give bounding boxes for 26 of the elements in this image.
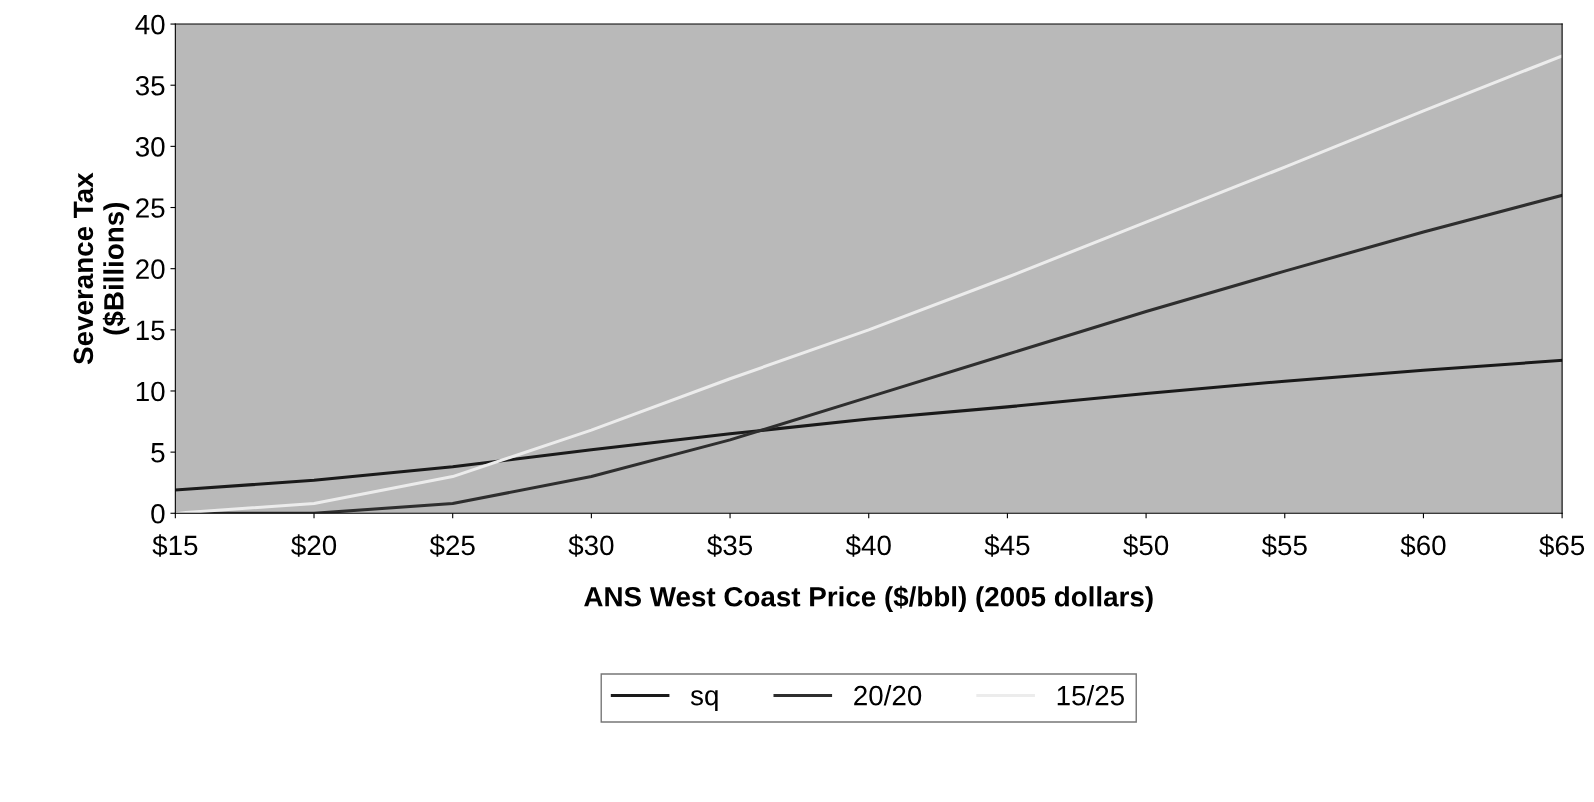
y-axis-title: Severance Tax ($Billions) [73,172,130,365]
x-tick-label: $45 [984,534,1030,557]
legend-label: 15/25 [1057,685,1124,706]
legend-label: 20/20 [854,685,922,706]
x-tick-label: $30 [568,534,614,557]
x-tick-label: $60 [1400,534,1446,557]
x-tick-label: $25 [429,534,475,557]
line-series [175,358,1563,492]
y-tick-label: 40 [135,14,165,35]
x-tick-label: $50 [1123,534,1169,557]
x-tick-label: $65 [1539,534,1585,557]
y-tick-label: 5 [151,443,165,463]
y-tick-label: 35 [135,75,165,96]
x-tick-label: $15 [152,534,198,557]
y-tick-label: 15 [136,320,165,341]
x-axis-title: ANS West Coast Price ($/bbl) (2005 dollars) [584,585,1153,613]
y-tick-label: 30 [135,137,165,157]
y-tick-label: 25 [136,198,165,218]
x-tick-label: $40 [845,534,891,557]
y-tick-label: 10 [136,381,165,402]
x-tick-label: $55 [1261,534,1307,557]
y-tick-label: 20 [136,259,165,280]
legend-label: sq [690,690,718,711]
x-tick-label: $35 [707,534,753,557]
x-tick-label: $20 [291,534,337,557]
y-tick-label: 0 [151,503,165,524]
